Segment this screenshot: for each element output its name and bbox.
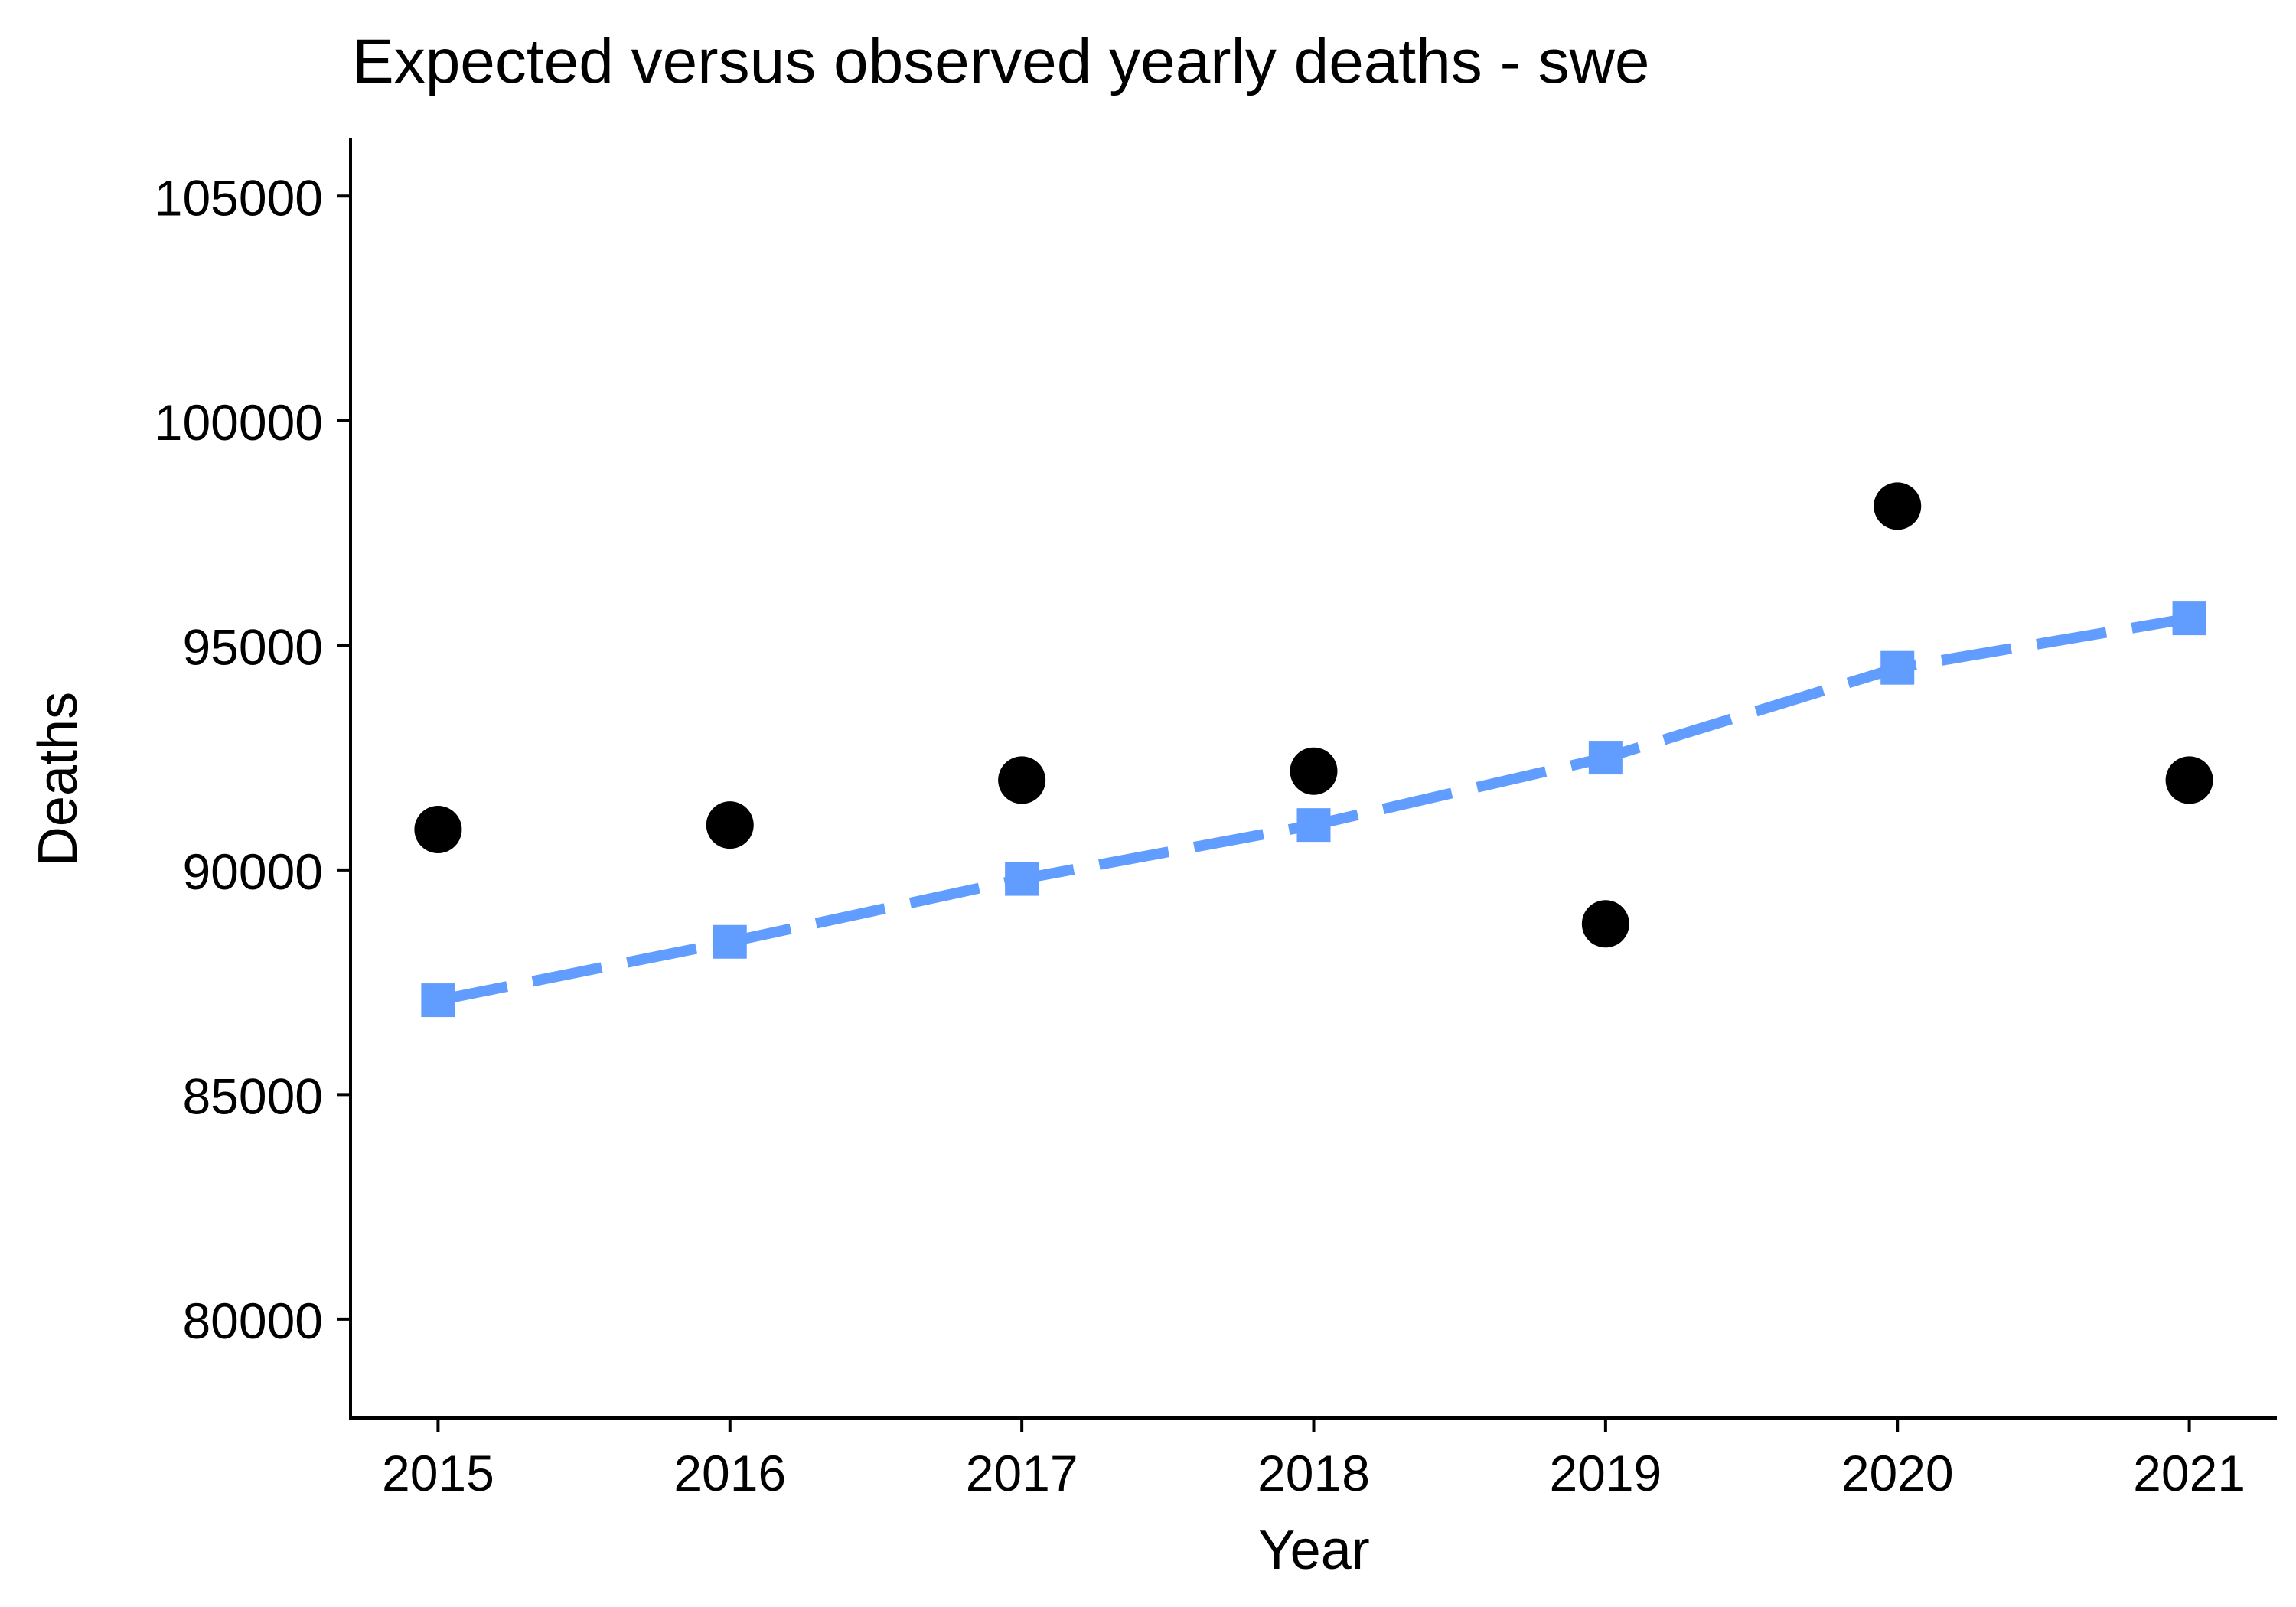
y-tick-label: 95000 [182, 618, 323, 675]
x-tick-label: 2016 [673, 1445, 786, 1501]
expected-deaths-marker [1005, 862, 1039, 896]
observed-deaths-point [2165, 756, 2213, 804]
x-tick-label: 2019 [1549, 1445, 1662, 1501]
y-tick-label: 80000 [182, 1292, 323, 1349]
y-tick-label: 105000 [155, 169, 323, 226]
y-tick-label: 90000 [182, 843, 323, 900]
observed-deaths-point [998, 756, 1046, 804]
x-tick-label: 2017 [966, 1445, 1078, 1501]
observed-deaths-point [706, 801, 754, 849]
y-axis-title: Deaths [28, 692, 89, 866]
y-tick-label: 100000 [155, 394, 323, 451]
chart-title: Expected versus observed yearly deaths -… [352, 27, 1650, 96]
x-tick-label: 2021 [2133, 1445, 2245, 1501]
observed-deaths-point [1581, 900, 1629, 948]
x-axis-ticks: 2015 2016 2017 2018 2019 2020 2021 [382, 1418, 2245, 1501]
expected-deaths-marker [1296, 808, 1331, 843]
expected-deaths-marker [1880, 650, 1915, 685]
y-axis-ticks: 80000 85000 90000 95000 100000 105000 [155, 169, 351, 1349]
expected-deaths-marker [421, 983, 455, 1018]
y-tick-label: 85000 [182, 1068, 323, 1124]
expected-deaths-marker [2172, 601, 2206, 636]
x-tick-label: 2015 [382, 1445, 494, 1501]
observed-deaths-point [1874, 482, 1922, 530]
plot-area [414, 482, 2213, 1018]
observed-deaths-point [1290, 747, 1338, 795]
x-tick-label: 2018 [1257, 1445, 1370, 1501]
expected-deaths-marker [713, 924, 747, 959]
x-axis-title: Year [1258, 1520, 1369, 1581]
x-tick-label: 2020 [1841, 1445, 1954, 1501]
observed-deaths-point [414, 806, 462, 854]
expected-deaths-marker [1588, 741, 1623, 775]
